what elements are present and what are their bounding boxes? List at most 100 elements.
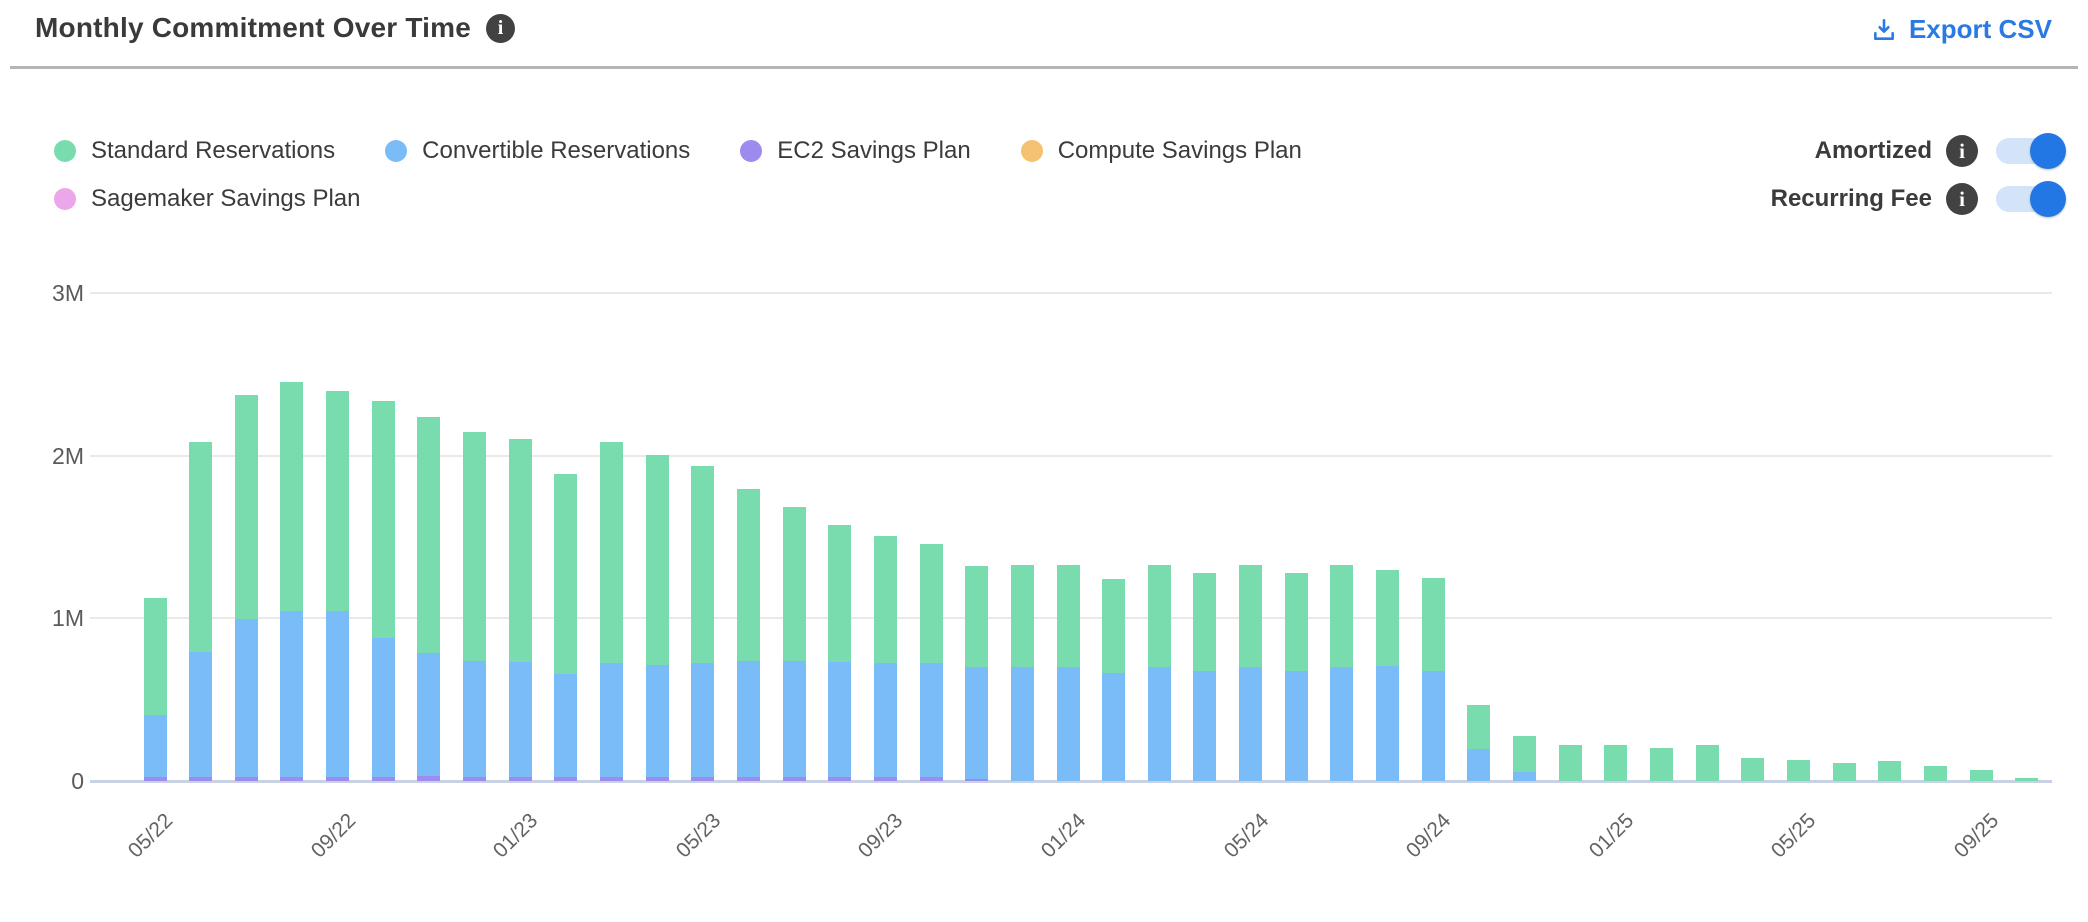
bar-segment-standard-reservations	[1969, 770, 1993, 781]
amortized-toggle[interactable]	[1996, 133, 2066, 169]
chart-toggles: Amortized i Recurring Fee i	[1771, 127, 2066, 223]
bar-09/24[interactable]	[1421, 578, 1445, 781]
bar-06/22[interactable]	[189, 442, 213, 781]
bar-12/24[interactable]	[1558, 745, 1582, 781]
bar-05/22[interactable]	[143, 598, 167, 781]
bar-segment-convertible-reservations	[371, 638, 395, 777]
bar-07/22[interactable]	[234, 395, 258, 781]
bar-01/23[interactable]	[508, 439, 532, 782]
bar-12/22[interactable]	[463, 432, 487, 781]
export-csv-label: Export CSV	[1908, 14, 2052, 44]
bar-segment-standard-reservations	[645, 455, 669, 665]
legend-item-sagemaker-savings-plan[interactable]: Sagemaker Savings Plan	[54, 185, 360, 213]
bar-04/24[interactable]	[1193, 573, 1217, 781]
bar-11/23[interactable]	[965, 566, 989, 781]
bar-03/24[interactable]	[1147, 565, 1171, 781]
bar-03/23[interactable]	[600, 442, 623, 781]
bar-03/25[interactable]	[1695, 745, 1719, 781]
legend-item-standard-reservations[interactable]: Standard Reservations	[54, 137, 335, 165]
bar-segment-standard-reservations	[1284, 573, 1308, 671]
bar-09/22[interactable]	[326, 391, 350, 781]
recurring-fee-toggle-knob	[2030, 181, 2066, 217]
bar-segment-ec2-savings-plan	[828, 776, 852, 782]
bar-04/25[interactable]	[1741, 758, 1765, 781]
bar-segment-convertible-reservations	[1330, 667, 1354, 781]
bar-10/22[interactable]	[371, 401, 395, 781]
bar-01/24[interactable]	[1056, 565, 1080, 781]
legend-item-label: Compute Savings Plan	[1057, 137, 1302, 164]
bar-segment-standard-reservations	[1558, 745, 1582, 781]
x-tick-09-22: 09/22	[306, 809, 360, 863]
legend-item-compute-savings-plan[interactable]: Compute Savings Plan	[1020, 137, 1302, 165]
recurring-fee-toggle[interactable]	[1996, 181, 2066, 217]
bar-05/25[interactable]	[1786, 760, 1810, 781]
bar-07/24[interactable]	[1330, 565, 1354, 781]
bar-segment-standard-reservations	[782, 507, 806, 662]
bar-segment-convertible-reservations	[417, 652, 441, 777]
bar-segment-ec2-savings-plan	[326, 776, 350, 781]
bar-02/25[interactable]	[1649, 748, 1673, 781]
bar-10/24[interactable]	[1467, 705, 1491, 781]
bar-segment-standard-reservations	[1239, 565, 1263, 668]
bar-segment-standard-reservations	[691, 466, 715, 663]
bar-segment-ec2-savings-plan	[234, 776, 258, 781]
bar-09/23[interactable]	[873, 536, 897, 781]
bar-10/25[interactable]	[2015, 778, 2039, 781]
bar-segment-convertible-reservations	[1467, 748, 1491, 781]
bar-segment-standard-reservations	[417, 417, 441, 653]
bar-segment-ec2-savings-plan	[371, 776, 395, 781]
bar-segment-standard-reservations	[1832, 763, 1856, 781]
bar-07/25[interactable]	[1878, 761, 1902, 781]
bar-05/23[interactable]	[691, 466, 715, 781]
bar-01/25[interactable]	[1604, 745, 1628, 781]
bar-segment-ec2-savings-plan	[873, 776, 897, 781]
bar-segment-standard-reservations	[554, 474, 578, 675]
bar-08/23[interactable]	[828, 525, 852, 782]
bar-segment-standard-reservations	[1147, 565, 1171, 668]
bar-segment-standard-reservations	[1604, 745, 1628, 781]
bar-04/23[interactable]	[645, 455, 669, 781]
bar-segment-standard-reservations	[965, 566, 989, 667]
bar-segment-convertible-reservations	[1376, 665, 1400, 781]
legend-item-label: Standard Reservations	[91, 137, 336, 164]
bar-segment-standard-reservations	[1786, 760, 1810, 781]
bar-segment-standard-reservations	[873, 536, 897, 663]
bar-02/23[interactable]	[554, 474, 578, 781]
bar-segment-ec2-savings-plan	[736, 776, 760, 781]
gridline-3M	[90, 291, 2052, 294]
bar-02/24[interactable]	[1102, 579, 1126, 781]
bar-segment-convertible-reservations	[1010, 667, 1034, 781]
bar-07/23[interactable]	[782, 507, 806, 781]
bar-08/22[interactable]	[280, 382, 304, 781]
bar-segment-ec2-savings-plan	[965, 779, 989, 781]
title-info-icon[interactable]: i	[486, 13, 516, 43]
legend-row-2: Sagemaker Savings Plan	[54, 175, 1504, 223]
bar-segment-convertible-reservations	[828, 661, 852, 777]
bar-segment-convertible-reservations	[1056, 667, 1080, 781]
bar-06/25[interactable]	[1832, 763, 1856, 781]
bar-segment-standard-reservations	[736, 489, 760, 662]
recurring-fee-info-icon[interactable]: i	[1946, 183, 1978, 215]
bar-segment-standard-reservations	[234, 395, 258, 620]
bar-segment-standard-reservations	[371, 401, 395, 639]
chart-legend: Standard Reservations Convertible Reserva…	[54, 127, 1504, 223]
bar-segment-convertible-reservations	[1284, 670, 1308, 781]
legend-item-ec2-savings-plan[interactable]: EC2 Savings Plan	[740, 137, 971, 165]
bar-segment-ec2-savings-plan	[417, 776, 441, 781]
header: Monthly Commitment Over Time i Export CS…	[0, 0, 2088, 66]
bar-06/24[interactable]	[1284, 573, 1308, 781]
bar-08/25[interactable]	[1923, 766, 1947, 781]
legend-item-convertible-reservations[interactable]: Convertible Reservations	[385, 137, 690, 165]
amortized-info-icon[interactable]: i	[1946, 135, 1978, 167]
bar-11/24[interactable]	[1513, 736, 1536, 781]
bar-09/25[interactable]	[1969, 770, 1993, 781]
bar-12/23[interactable]	[1010, 565, 1034, 781]
bar-10/23[interactable]	[919, 544, 943, 781]
bar-08/24[interactable]	[1376, 570, 1400, 781]
bar-06/23[interactable]	[736, 489, 760, 781]
bar-05/24[interactable]	[1239, 565, 1263, 781]
export-csv-button[interactable]: Export CSV	[1871, 14, 2052, 45]
page-title: Monthly Commitment Over Time	[35, 12, 472, 43]
bar-11/22[interactable]	[417, 417, 441, 781]
amortized-toggle-row: Amortized i	[1771, 127, 2066, 175]
